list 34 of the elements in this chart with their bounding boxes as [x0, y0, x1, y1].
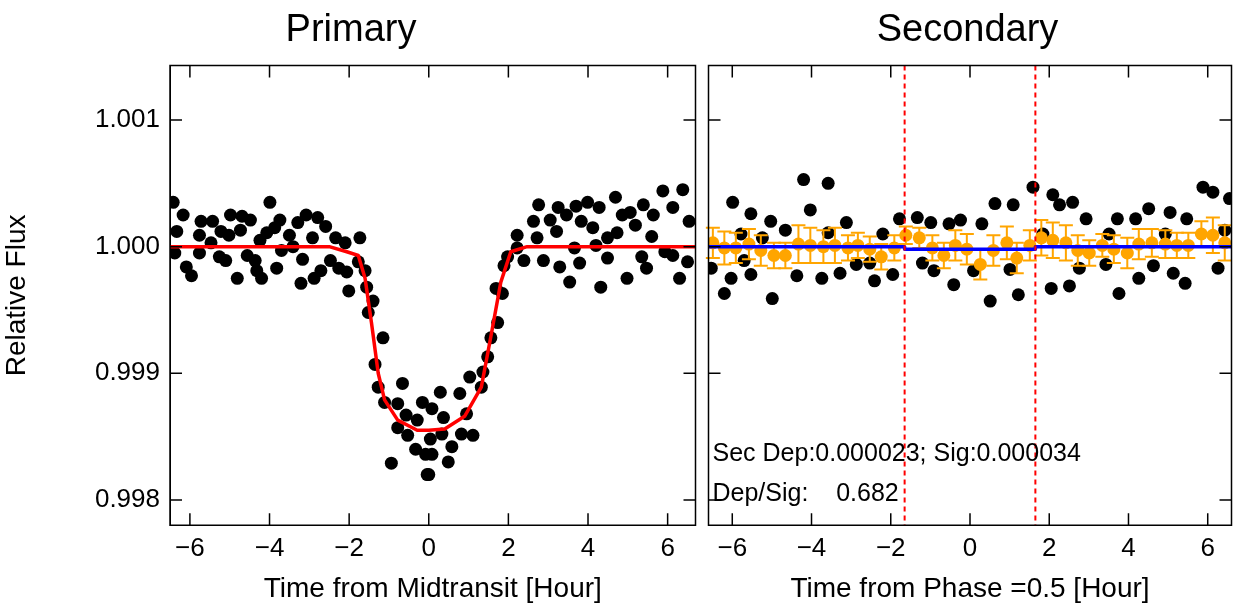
x-axis-title: Time from Midtransit [Hour] [263, 571, 602, 603]
y-tick-label: 1.000 [94, 229, 160, 260]
point [874, 250, 888, 264]
point [1010, 251, 1024, 265]
point [778, 249, 792, 263]
y-tick-label: 0.998 [94, 483, 160, 514]
x-tick-label: 6 [1200, 531, 1215, 562]
x-tick-label: −2 [334, 531, 364, 562]
annotation: Sec Dep:0.000023; Sig:0.000034 [712, 438, 1081, 467]
annotation: Dep/Sig: 0.682 [712, 478, 899, 507]
x-tick-label: −6 [175, 531, 205, 562]
x-tick-label: 2 [1042, 531, 1057, 562]
point [1194, 227, 1208, 241]
x-tick-label: 6 [660, 531, 675, 562]
x-tick-label: 2 [501, 531, 516, 562]
y-tick-label: 1.001 [94, 103, 160, 134]
point [973, 257, 987, 271]
x-tick-label: 4 [1121, 531, 1136, 562]
x-tick-label: 0 [421, 531, 436, 562]
x-tick-label: −4 [796, 531, 827, 562]
x-tick-label: −2 [875, 531, 906, 562]
x-tick-label: 4 [580, 531, 596, 562]
point [1206, 228, 1220, 242]
x-tick-label: −4 [254, 531, 285, 562]
chart-title: Secondary [876, 7, 1059, 50]
point [912, 231, 926, 245]
point [767, 249, 781, 263]
x-tick-label: 0 [962, 531, 978, 562]
y-tick-label: 0.999 [94, 356, 160, 387]
y-axis-title: Relative Flux [0, 214, 31, 377]
x-axis-title: Time from Phase =0.5 [Hour] [790, 571, 1150, 603]
point [1034, 231, 1048, 245]
x-tick-label: −6 [717, 531, 748, 562]
chart-title: Primary [285, 7, 417, 50]
